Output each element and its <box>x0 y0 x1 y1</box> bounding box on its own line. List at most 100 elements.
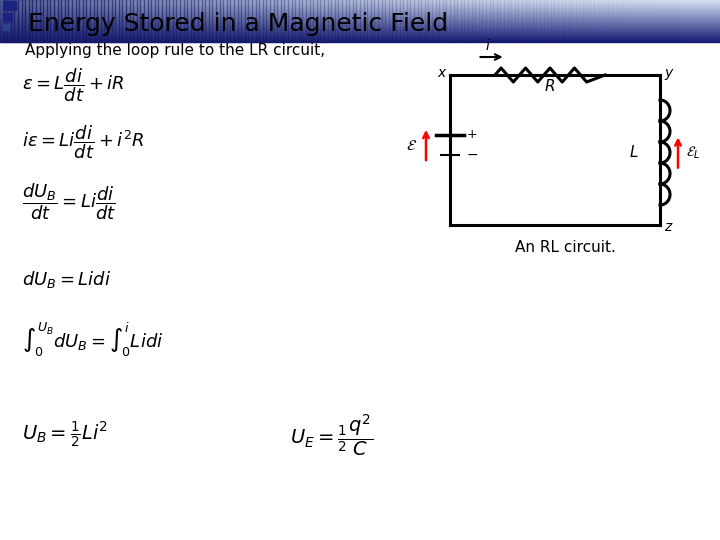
Bar <box>335 0 338 42</box>
Bar <box>252 0 256 42</box>
Bar <box>0 16 720 17</box>
Bar <box>432 0 436 42</box>
Bar <box>547 0 551 42</box>
Bar <box>436 0 439 42</box>
Text: x: x <box>437 66 445 80</box>
Bar <box>130 0 133 42</box>
Bar <box>119 0 122 42</box>
Bar <box>626 0 630 42</box>
Bar <box>346 0 349 42</box>
Bar <box>0 2 720 3</box>
Bar <box>486 0 490 42</box>
Bar <box>508 0 511 42</box>
Bar <box>277 0 281 42</box>
Bar <box>86 0 90 42</box>
Bar <box>601 0 605 42</box>
Bar <box>0 9 720 10</box>
Bar <box>0 41 720 42</box>
Bar <box>533 0 536 42</box>
Bar <box>331 0 335 42</box>
Bar <box>389 0 392 42</box>
Bar <box>536 0 540 42</box>
Bar <box>594 0 598 42</box>
Bar <box>0 0 720 1</box>
Bar <box>662 0 666 42</box>
Bar <box>0 24 720 25</box>
Bar <box>691 0 695 42</box>
Bar <box>454 0 457 42</box>
Bar <box>630 0 634 42</box>
Bar <box>115 0 119 42</box>
Bar <box>133 0 137 42</box>
Bar <box>670 0 673 42</box>
Bar <box>0 22 720 23</box>
Bar <box>22 0 25 42</box>
Bar <box>0 34 720 35</box>
Bar <box>68 0 72 42</box>
Bar <box>623 0 626 42</box>
Bar <box>0 1 720 2</box>
Bar <box>187 0 191 42</box>
Bar <box>324 0 328 42</box>
Bar <box>616 0 619 42</box>
Bar <box>425 0 428 42</box>
Bar <box>0 28 720 29</box>
Bar <box>151 0 155 42</box>
Bar <box>0 11 720 12</box>
Bar <box>212 0 216 42</box>
Text: An RL circuit.: An RL circuit. <box>515 240 616 254</box>
Bar <box>90 0 94 42</box>
Bar <box>166 0 169 42</box>
Bar <box>230 0 234 42</box>
Bar <box>58 0 61 42</box>
Bar <box>652 0 655 42</box>
Bar <box>540 0 544 42</box>
Bar <box>392 0 396 42</box>
Bar <box>644 0 648 42</box>
Bar <box>641 0 644 42</box>
Bar <box>50 0 54 42</box>
Bar <box>713 0 716 42</box>
Bar <box>234 0 238 42</box>
Bar <box>259 0 263 42</box>
Bar <box>11 0 14 42</box>
Bar <box>288 0 292 42</box>
Bar <box>144 0 148 42</box>
Bar <box>338 0 342 42</box>
Bar <box>608 0 612 42</box>
Bar <box>158 0 162 42</box>
Bar <box>443 0 446 42</box>
Bar <box>317 0 320 42</box>
Bar <box>680 0 684 42</box>
Bar <box>299 0 302 42</box>
Bar <box>349 0 353 42</box>
Bar <box>511 0 515 42</box>
Bar <box>522 0 526 42</box>
Bar <box>0 33 720 34</box>
Text: $\varepsilon = L\dfrac{di}{dt} + iR$: $\varepsilon = L\dfrac{di}{dt} + iR$ <box>22 66 125 104</box>
Bar <box>518 0 522 42</box>
Bar <box>580 0 583 42</box>
Bar <box>587 0 590 42</box>
Bar <box>572 0 576 42</box>
Text: L: L <box>629 145 638 160</box>
Bar <box>0 23 720 24</box>
Bar <box>112 0 115 42</box>
Bar <box>367 0 371 42</box>
Bar <box>0 4 720 5</box>
Bar <box>310 0 313 42</box>
Bar <box>0 6 720 7</box>
Bar <box>0 13 720 14</box>
Text: $\mathcal{E}_L$: $\mathcal{E}_L$ <box>686 144 701 161</box>
Bar <box>0 25 720 26</box>
Bar <box>61 0 65 42</box>
Text: i: i <box>485 39 490 53</box>
Bar <box>356 0 360 42</box>
Bar <box>194 0 198 42</box>
Bar <box>101 0 104 42</box>
Bar <box>0 10 720 11</box>
Bar <box>648 0 652 42</box>
Text: −: − <box>467 148 479 162</box>
Bar <box>493 0 497 42</box>
Bar <box>490 0 493 42</box>
